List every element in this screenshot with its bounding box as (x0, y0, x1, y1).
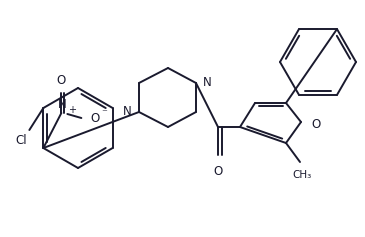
Text: N: N (123, 105, 132, 118)
Text: Cl: Cl (16, 133, 27, 146)
Text: O: O (311, 118, 320, 131)
Text: O: O (57, 74, 66, 87)
Text: O: O (91, 111, 100, 124)
Text: +: + (68, 105, 76, 115)
Text: ⁻: ⁻ (101, 108, 107, 118)
Text: N: N (58, 98, 67, 111)
Text: O: O (214, 165, 223, 178)
Text: CH₃: CH₃ (292, 170, 312, 180)
Text: N: N (203, 76, 212, 88)
